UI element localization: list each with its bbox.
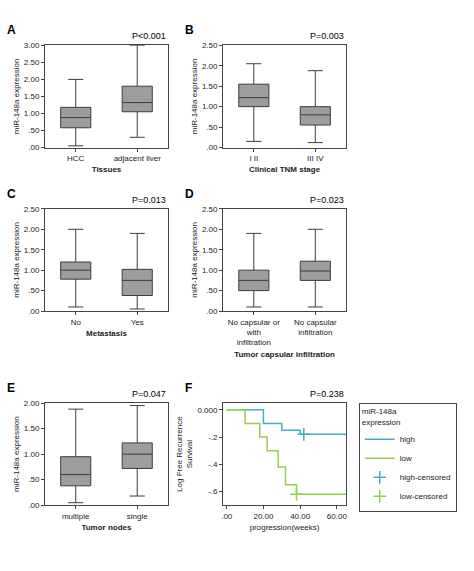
svg-text:P=0.023: P=0.023 <box>310 195 344 205</box>
svg-text:P=0.047: P=0.047 <box>132 389 166 399</box>
svg-text:.50: .50 <box>28 286 40 295</box>
svg-text:1.50: 1.50 <box>24 246 40 255</box>
svg-text:2.50: 2.50 <box>202 205 218 214</box>
svg-text:.00: .00 <box>206 143 218 152</box>
svg-text:HCC: HCC <box>67 154 85 163</box>
svg-text:miR-148a expression: miR-148a expression <box>190 222 199 298</box>
svg-text:miR-148a expression: miR-148a expression <box>12 416 21 492</box>
svg-text:.00: .00 <box>28 501 40 510</box>
svg-text:low: low <box>400 454 412 463</box>
svg-text:high-censored: high-censored <box>400 473 451 482</box>
svg-text:2.00: 2.00 <box>24 75 40 84</box>
svg-text:No capsularinfiltration: No capsularinfiltration <box>294 318 337 337</box>
svg-text:.00: .00 <box>221 512 233 521</box>
svg-text:Log Free RecurrenceSurvival: Log Free RecurrenceSurvival <box>175 416 194 492</box>
svg-text:No: No <box>71 318 82 327</box>
svg-text:20.00: 20.00 <box>253 512 274 521</box>
svg-text:A: A <box>7 23 16 37</box>
svg-text:high: high <box>400 435 415 444</box>
svg-text:Tumor nodes: Tumor nodes <box>81 523 132 532</box>
svg-text:.50: .50 <box>206 286 218 295</box>
svg-text:2.50: 2.50 <box>24 205 40 214</box>
svg-text:-.6: -.6 <box>208 487 218 496</box>
svg-text:Clinical TNM stage: Clinical TNM stage <box>249 165 321 174</box>
svg-text:I II: I II <box>249 154 258 163</box>
svg-text:E: E <box>7 381 15 395</box>
svg-text:Tissues: Tissues <box>92 165 122 174</box>
svg-text:.00: .00 <box>28 143 40 152</box>
svg-text:0.000: 0.000 <box>197 406 218 415</box>
svg-text:1.00: 1.00 <box>202 102 218 111</box>
svg-text:miR-148a expression: miR-148a expression <box>12 59 21 135</box>
svg-text:2.00: 2.00 <box>24 399 40 408</box>
svg-text:progression(weeks): progression(weeks) <box>250 523 320 532</box>
svg-text:2.00: 2.00 <box>202 62 218 71</box>
svg-text:Metastasis: Metastasis <box>86 329 127 338</box>
svg-text:.00: .00 <box>28 307 40 316</box>
svg-text:single: single <box>127 512 148 521</box>
svg-text:40.00: 40.00 <box>290 512 311 521</box>
svg-text:.50: .50 <box>28 126 40 135</box>
svg-text:1.00: 1.00 <box>24 266 40 275</box>
svg-text:III IV: III IV <box>307 154 324 163</box>
svg-text:60.00: 60.00 <box>327 512 348 521</box>
svg-text:miR-148aexpression: miR-148aexpression <box>362 407 401 426</box>
svg-text:2.00: 2.00 <box>24 225 40 234</box>
svg-text:low-censored: low-censored <box>400 492 448 501</box>
svg-text:1.50: 1.50 <box>202 82 218 91</box>
svg-text:1.00: 1.00 <box>24 450 40 459</box>
svg-text:P<0.001: P<0.001 <box>132 31 166 41</box>
svg-text:D: D <box>185 187 194 201</box>
svg-text:1.50: 1.50 <box>202 246 218 255</box>
svg-text:2.00: 2.00 <box>202 225 218 234</box>
svg-text:1.50: 1.50 <box>24 92 40 101</box>
svg-text:F: F <box>185 381 192 395</box>
svg-text:miR-148a expression: miR-148a expression <box>12 222 21 298</box>
svg-text:Tumor capsular infiltration: Tumor capsular infiltration <box>234 350 335 359</box>
svg-text:-.4: -.4 <box>208 460 218 469</box>
svg-text:1.50: 1.50 <box>24 424 40 433</box>
svg-text:2.50: 2.50 <box>202 41 218 50</box>
svg-text:C: C <box>7 187 16 201</box>
svg-text:.00: .00 <box>206 307 218 316</box>
svg-text:B: B <box>185 23 194 37</box>
svg-text:P=0.013: P=0.013 <box>132 195 166 205</box>
svg-text:No capsular orwithinfiltration: No capsular orwithinfiltration <box>228 318 280 348</box>
svg-text:3.00: 3.00 <box>24 41 40 50</box>
svg-text:P=0.003: P=0.003 <box>310 31 344 41</box>
svg-text:2.50: 2.50 <box>24 58 40 67</box>
svg-text:multiple: multiple <box>62 512 90 521</box>
svg-text:1.00: 1.00 <box>202 266 218 275</box>
svg-text:P=0.238: P=0.238 <box>310 389 344 399</box>
svg-text:.50: .50 <box>206 123 218 132</box>
svg-text:-.2: -.2 <box>208 433 218 442</box>
svg-text:adjacent liver: adjacent liver <box>114 154 161 163</box>
svg-text:Yes: Yes <box>131 318 144 327</box>
svg-text:1.00: 1.00 <box>24 109 40 118</box>
svg-text:miR-148a expression: miR-148a expression <box>190 59 199 135</box>
svg-text:.50: .50 <box>28 475 40 484</box>
